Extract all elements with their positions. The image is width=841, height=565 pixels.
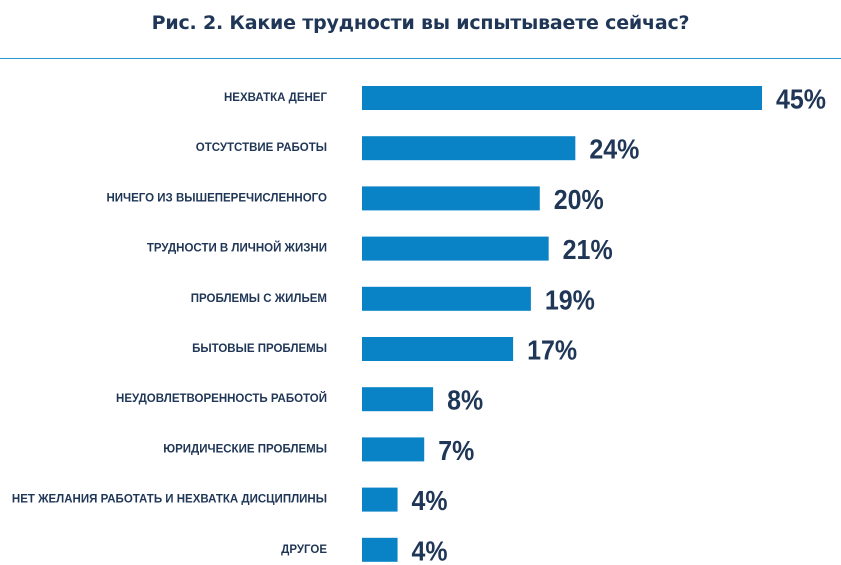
category-label: ЮРИДИЧЕСКИЕ ПРОБЛЕМЫ (163, 443, 327, 455)
bar (362, 136, 576, 161)
bar (362, 337, 514, 361)
value-label: 20% (554, 184, 604, 215)
bar (362, 86, 762, 110)
value-label: 17% (527, 335, 577, 366)
bar (362, 186, 540, 211)
value-label: 4% (412, 535, 448, 565)
category-label: ДРУГОЕ (281, 544, 327, 556)
title-divider (0, 58, 841, 59)
bars-group: НЕХВАТКА ДЕНЕГ 45% ОТСУТСТВИЕ РАБОТЫ 24% НИЧ… (12, 84, 826, 565)
category-label: НЕТ ЖЕЛАНИЯ РАБОТАТЬ И НЕХВАТКА ДИСЦИПЛИ… (12, 494, 327, 506)
category-label: НИЧЕГО ИЗ ВЫШЕПЕРЕЧИСЛЕННОГО (106, 192, 327, 204)
value-label: 4% (412, 485, 448, 516)
bar (362, 387, 434, 412)
bar (362, 286, 531, 311)
value-label: 24% (589, 134, 639, 165)
value-label: 21% (563, 234, 613, 265)
category-label: ТРУДНОСТИ В ЛИЧНОЙ ЖИЗНИ (147, 242, 327, 255)
value-label: 7% (438, 435, 474, 466)
category-label: БЫТОВЫЕ ПРОБЛЕМЫ (192, 343, 327, 355)
chart-title: Рис. 2. Какие трудности вы испытываете с… (151, 12, 690, 34)
bar (362, 487, 398, 512)
bar (362, 537, 398, 562)
category-label: ОТСУТСТВИЕ РАБОТЫ (196, 142, 327, 154)
value-label: 45% (776, 84, 826, 115)
value-label: 19% (545, 284, 595, 315)
category-label: ПРОБЛЕМЫ С ЖИЛЬЕМ (191, 293, 327, 305)
bar (362, 437, 425, 462)
value-label: 8% (447, 385, 483, 416)
bar (362, 236, 549, 261)
category-label: НЕХВАТКА ДЕНЕГ (224, 92, 327, 104)
category-label: НЕУДОВЛЕТВОРЕННОСТЬ РАБОТОЙ (116, 392, 327, 405)
